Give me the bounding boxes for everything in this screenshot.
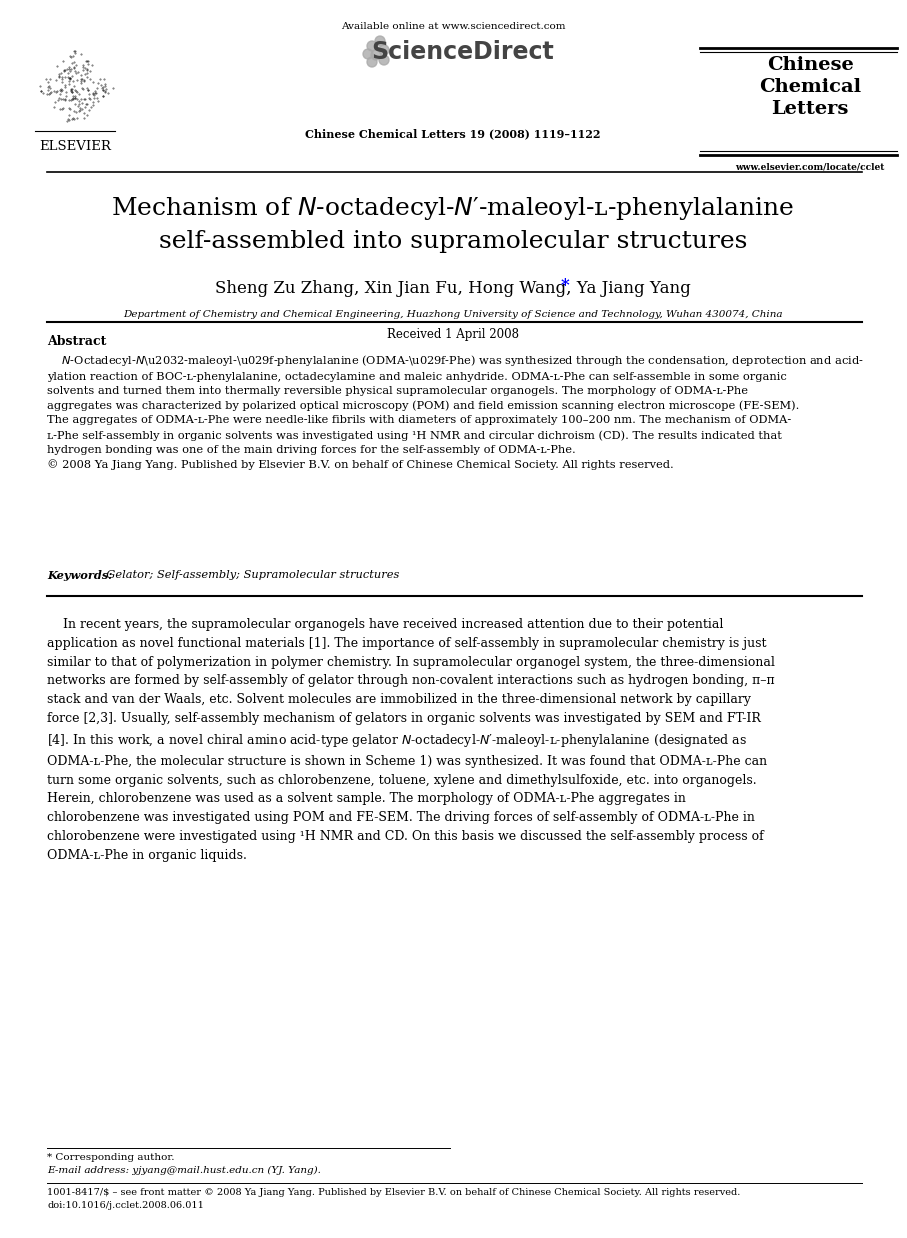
Text: Sheng Zu Zhang, Xin Jian Fu, Hong Wang, Ya Jiang Yang: Sheng Zu Zhang, Xin Jian Fu, Hong Wang, … — [215, 280, 691, 297]
Text: Keywords:: Keywords: — [47, 569, 112, 581]
Circle shape — [379, 54, 389, 66]
Text: Letters: Letters — [771, 100, 849, 118]
Text: In recent years, the supramolecular organogels have received increased attention: In recent years, the supramolecular orga… — [47, 618, 775, 862]
Text: Chemical: Chemical — [759, 78, 861, 97]
Text: Abstract: Abstract — [47, 335, 106, 348]
Circle shape — [367, 57, 377, 67]
Text: E-mail address: yjyang@mail.hust.edu.cn (YJ. Yang).: E-mail address: yjyang@mail.hust.edu.cn … — [47, 1166, 321, 1175]
Text: Department of Chemistry and Chemical Engineering, Huazhong University of Science: Department of Chemistry and Chemical Eng… — [123, 310, 783, 319]
Circle shape — [379, 45, 389, 54]
Text: www.elsevier.com/locate/cclet: www.elsevier.com/locate/cclet — [736, 163, 884, 172]
Text: Chinese Chemical Letters 19 (2008) 1119–1122: Chinese Chemical Letters 19 (2008) 1119–… — [306, 128, 600, 139]
Text: Gelator; Self-assembly; Supramolecular structures: Gelator; Self-assembly; Supramolecular s… — [99, 569, 399, 579]
Text: ScienceDirect: ScienceDirect — [372, 40, 554, 64]
Text: * Corresponding author.: * Corresponding author. — [47, 1153, 174, 1162]
Text: ELSEVIER: ELSEVIER — [39, 140, 111, 154]
Text: self-assembled into supramolecular structures: self-assembled into supramolecular struc… — [159, 230, 747, 253]
Circle shape — [363, 50, 373, 59]
Text: doi:10.1016/j.cclet.2008.06.011: doi:10.1016/j.cclet.2008.06.011 — [47, 1201, 204, 1210]
Text: Chinese: Chinese — [766, 56, 853, 74]
Circle shape — [375, 36, 385, 46]
Text: Mechanism of $\it{N}$-octadecyl-$\it{N}$′-maleoyl-ʟ-phenylalanine: Mechanism of $\it{N}$-octadecyl-$\it{N}$… — [112, 196, 795, 222]
Text: Received 1 April 2008: Received 1 April 2008 — [387, 328, 519, 340]
Text: $\it{N}$-Octadecyl-$\it{N}$\u2032-maleoyl-\u029f-phenylalanine (ODMA-\u029f-Phe): $\it{N}$-Octadecyl-$\it{N}$\u2032-maleoy… — [47, 353, 863, 470]
Text: Available online at www.sciencedirect.com: Available online at www.sciencedirect.co… — [341, 22, 565, 31]
Text: 1001-8417/$ – see front matter © 2008 Ya Jiang Yang. Published by Elsevier B.V. : 1001-8417/$ – see front matter © 2008 Ya… — [47, 1188, 740, 1197]
Circle shape — [367, 41, 377, 51]
Circle shape — [371, 50, 381, 59]
Text: *: * — [561, 277, 570, 293]
